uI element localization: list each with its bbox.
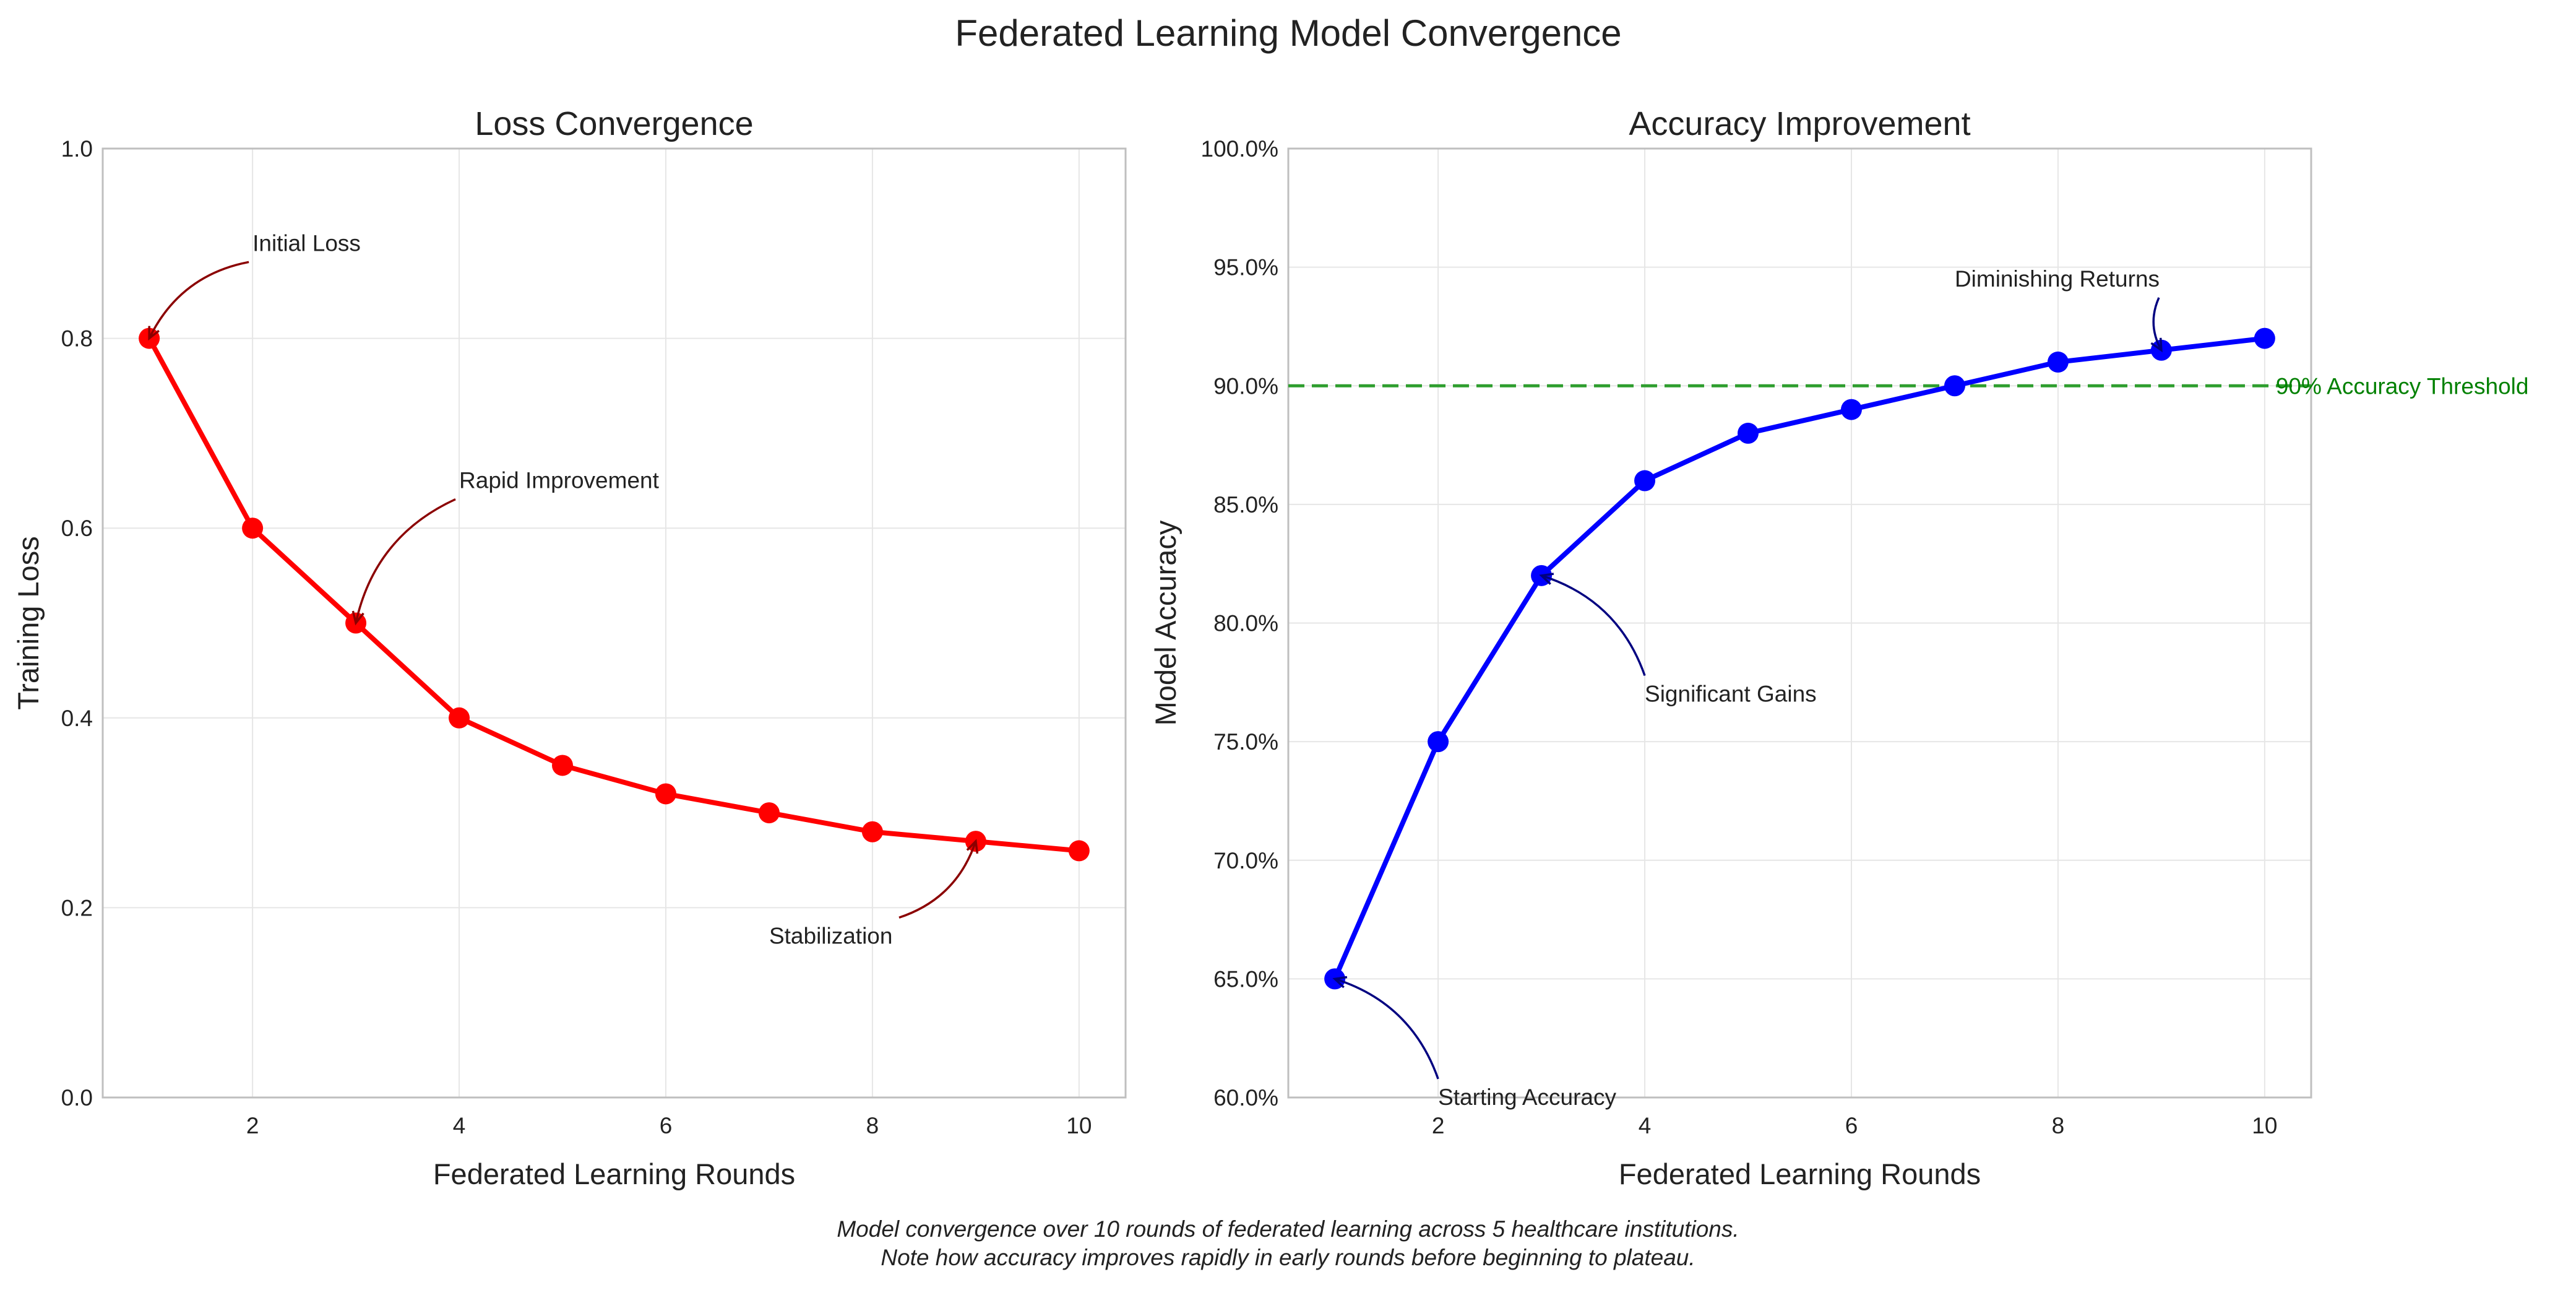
x-tick-label: 8: [2052, 1113, 2065, 1138]
annotation-label: Diminishing Returns: [1955, 266, 2160, 292]
y-axis-label: Training Loss: [12, 536, 45, 709]
annotation-arrow: [148, 261, 249, 339]
data-point: [242, 517, 264, 539]
x-tick-label: 10: [2252, 1113, 2277, 1138]
data-point: [758, 802, 780, 824]
y-tick-label: 75.0%: [1213, 729, 1278, 755]
data-point: [1840, 399, 1862, 420]
x-tick-label: 2: [246, 1113, 259, 1138]
plot-frame: [101, 147, 1127, 1099]
y-tick-label: 1.0: [61, 136, 93, 162]
annotation-arrowhead: [351, 610, 364, 626]
y-tick-label: 0.2: [61, 895, 93, 920]
x-tick-label: 4: [453, 1113, 466, 1138]
annotation-label: Starting Accuracy: [1438, 1084, 1616, 1110]
annotation-label: Rapid Improvement: [459, 468, 660, 493]
y-tick-label: 0.6: [61, 516, 93, 541]
x-tick-label: 6: [1845, 1113, 1858, 1138]
y-tick-label: 0.4: [61, 706, 93, 731]
annotation-label: Significant Gains: [1645, 681, 1817, 706]
accuracy-chart: 2 4 6 8 10 60.0% 65.0% 70.0% 75.0% 80.0% 85.0% 90.0…: [1149, 105, 2528, 1190]
x-tick-label: 8: [866, 1113, 879, 1138]
data-point: [1428, 731, 1449, 753]
data-point: [552, 755, 574, 776]
figure-caption-line-2: Note how accuracy improves rapidly in ea…: [881, 1245, 1695, 1270]
y-tick-label: 80.0%: [1213, 611, 1278, 636]
data-point: [1944, 375, 1965, 397]
data-point: [2047, 351, 2069, 373]
y-tick-label: 0.0: [61, 1085, 93, 1110]
plot-frame: [1287, 147, 2312, 1099]
annotation-arrow: [898, 841, 977, 919]
y-tick-label: 0.8: [61, 326, 93, 352]
x-tick-label: 2: [1432, 1113, 1445, 1138]
y-axis-label: Model Accuracy: [1149, 520, 1182, 725]
y-tick-label: 70.0%: [1213, 848, 1278, 873]
annotation-arrowhead: [1332, 976, 1348, 989]
annotation-label: Stabilization: [769, 923, 893, 948]
data-point: [655, 783, 676, 805]
chart-title: Accuracy Improvement: [1629, 105, 1970, 142]
x-tick-label: 4: [1639, 1113, 1652, 1138]
loss-chart: 2 4 6 8 10 0.0 0.2 0.4 0.6 0.8 1.0 Loss Convergence…: [12, 105, 1127, 1190]
series-line: [147, 337, 1080, 854]
figure-caption-line-1: Model convergence over 10 rounds of fede…: [837, 1216, 1739, 1242]
y-tick-label: 90.0%: [1213, 373, 1278, 399]
annotation-arrow: [1334, 977, 1439, 1080]
y-tick-label: 60.0%: [1213, 1085, 1278, 1110]
data-point: [861, 821, 883, 842]
annotation-arrowhead: [148, 326, 160, 341]
annotation-arrowhead: [2150, 337, 2163, 353]
annotation-arrowhead: [966, 839, 979, 854]
series-line: [1332, 335, 2265, 980]
chart-title: Loss Convergence: [475, 105, 753, 142]
annotation-arrowhead: [1539, 573, 1554, 585]
x-axis-label: Federated Learning Rounds: [1619, 1158, 1981, 1190]
annotation-label: Initial Loss: [252, 230, 361, 256]
annotation-arrow: [1541, 574, 1646, 677]
figure-title: Federated Learning Model Convergence: [955, 12, 1621, 54]
data-point: [1738, 422, 1759, 444]
data-point: [449, 707, 470, 729]
x-axis-label: Federated Learning Rounds: [433, 1158, 795, 1190]
x-tick-label: 6: [660, 1113, 673, 1138]
annotation-arrow: [355, 498, 456, 623]
data-point: [1068, 840, 1090, 862]
y-tick-label: 65.0%: [1213, 966, 1278, 992]
data-point: [1634, 470, 1656, 491]
data-point: [2254, 327, 2275, 349]
y-tick-label: 95.0%: [1213, 255, 1278, 280]
y-tick-label: 85.0%: [1213, 492, 1278, 517]
x-tick-label: 10: [1066, 1113, 1092, 1138]
annotation-arrow: [2152, 297, 2163, 351]
y-tick-label: 100.0%: [1201, 136, 1279, 162]
threshold-label: 90% Accuracy Threshold: [2276, 373, 2529, 399]
